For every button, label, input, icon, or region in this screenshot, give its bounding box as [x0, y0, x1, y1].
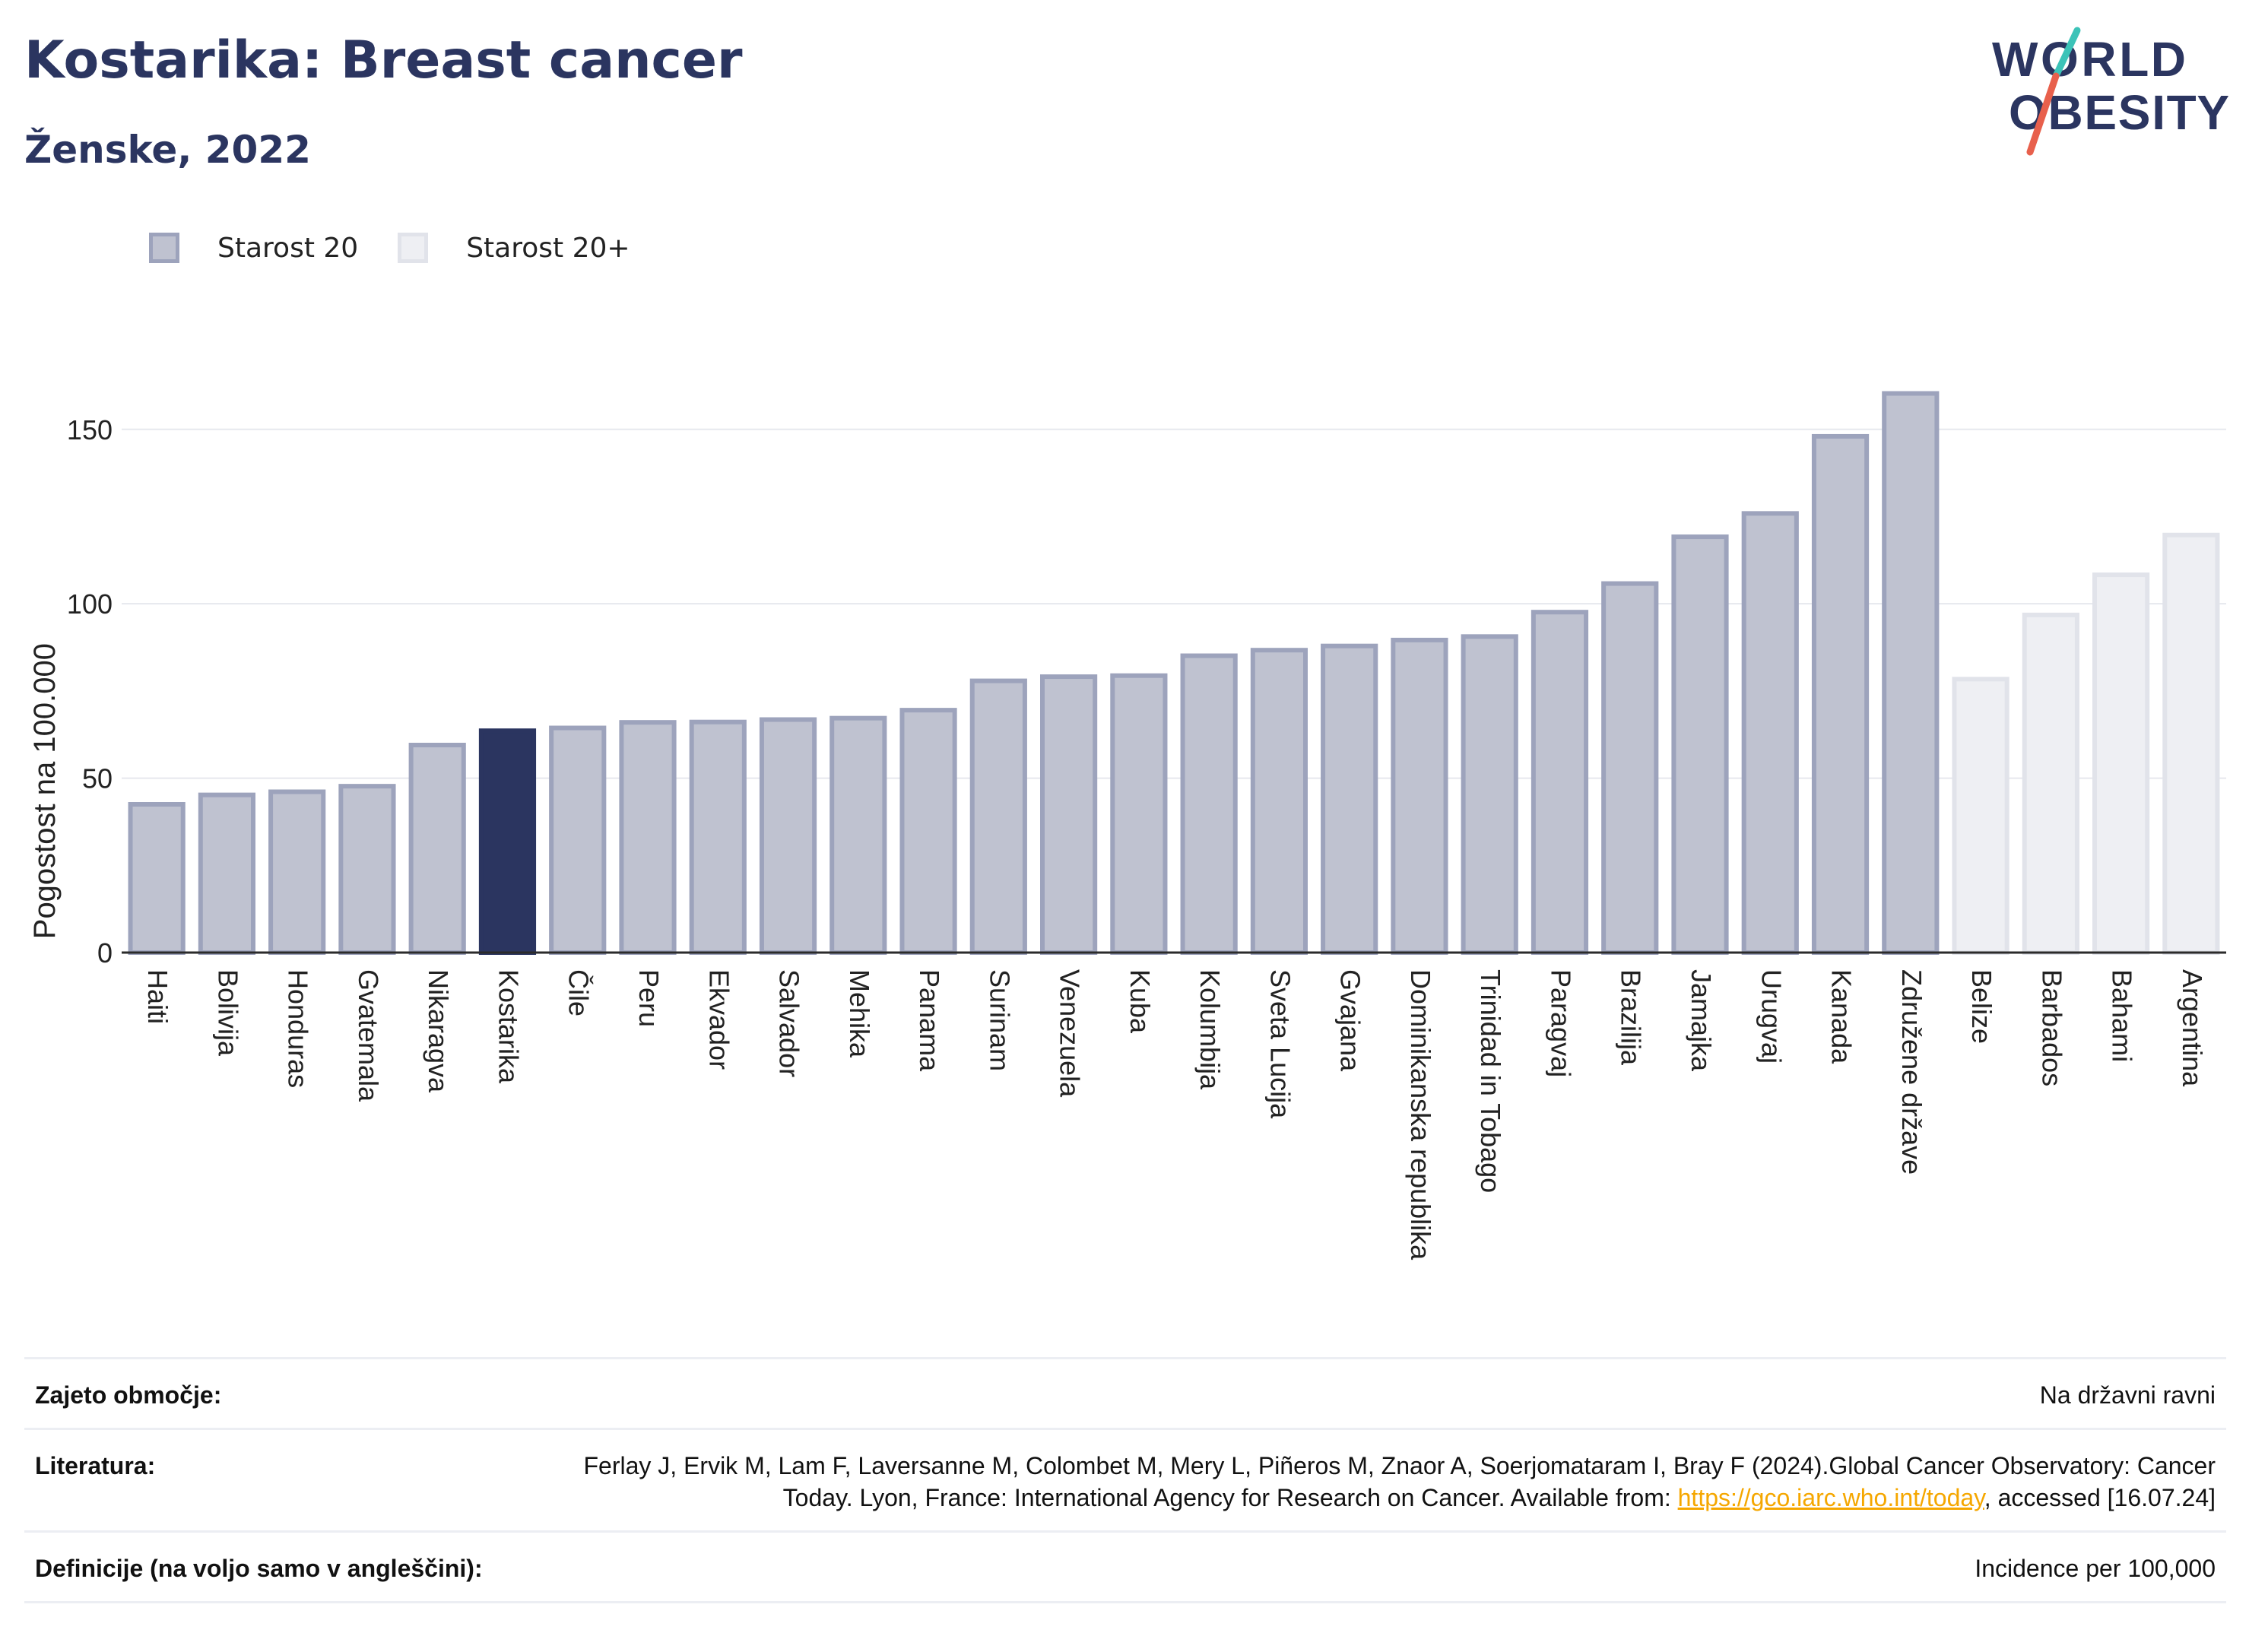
bar[interactable] [969, 678, 1027, 955]
x-tick-label: Gvajana [1335, 969, 1366, 1072]
x-tick-label: Ekvador [703, 969, 734, 1070]
x-tick-label: Jamajka [1686, 969, 1717, 1072]
bar[interactable] [1391, 637, 1448, 955]
x-tick-label: Kuba [1124, 969, 1156, 1034]
bar[interactable] [2162, 532, 2220, 956]
x-tick-label: Urugvaj [1756, 969, 1787, 1064]
bar[interactable] [1110, 673, 1168, 955]
bar[interactable] [1952, 677, 2010, 955]
y-tick-label: 0 [97, 937, 113, 969]
legend-label: Starost 20 [217, 232, 359, 264]
x-tick-label: Venezuela [1055, 969, 1086, 1098]
info-label: Zajeto območje: [35, 1381, 222, 1409]
bar[interactable] [1601, 581, 1659, 955]
x-tick-label: Panama [914, 969, 945, 1072]
info-table: Zajeto območje: Na državni ravni Literat… [24, 1357, 2226, 1603]
y-tick-label: 50 [82, 763, 113, 794]
bar[interactable] [1250, 648, 1308, 955]
bar[interactable] [899, 708, 957, 956]
x-tick-label: Bolivija [212, 969, 243, 1057]
x-tick-label: Surinam [984, 969, 1015, 1071]
x-tick-label: Barbados [2036, 969, 2067, 1086]
bars [128, 391, 2220, 956]
chart-legend: Starost 20 Starost 20+ [149, 225, 670, 271]
bar[interactable] [268, 789, 326, 956]
chart-title: Kostarika: Breast cancer [24, 30, 743, 90]
x-axis-labels: Haiti Bolivija Honduras Gvatemala Nikaragva K… [142, 969, 2208, 1260]
bar[interactable] [1882, 391, 1940, 956]
info-value: Ferlay J, Ervik M, Lam F, Laversanne M, … [543, 1450, 2216, 1514]
x-tick-label: Dominikanska republika [1405, 969, 1436, 1260]
bar[interactable] [829, 715, 887, 955]
bar[interactable] [759, 717, 817, 955]
x-tick-label: Kanada [1826, 969, 1857, 1064]
bar[interactable] [338, 784, 396, 955]
x-tick-label: Sveta Lucija [1264, 969, 1296, 1119]
bar[interactable] [128, 802, 186, 955]
reference-accessed: , accessed [16.07.24] [1984, 1484, 2216, 1511]
bar[interactable] [408, 743, 466, 955]
bar[interactable] [1040, 674, 1098, 955]
info-value: Incidence per 100,000 [1975, 1555, 2216, 1582]
y-axis-label: Pogostost na 100.000 [28, 643, 62, 939]
bar[interactable] [478, 728, 537, 955]
y-tick-label: 150 [67, 414, 113, 446]
x-tick-label: Haiti [142, 969, 173, 1024]
x-tick-label: Kolumbija [1194, 969, 1226, 1090]
info-label: Literatura: [35, 1452, 156, 1479]
x-tick-label: Paragvaj [1545, 969, 1576, 1077]
bar[interactable] [549, 725, 607, 955]
y-tick-label: 100 [67, 588, 113, 620]
reference-text: Ferlay J, Ervik M, Lam F, Laversanne M, … [583, 1452, 2216, 1511]
logo-red-stroke [2026, 72, 2060, 156]
bar[interactable] [2092, 572, 2150, 955]
bar[interactable] [198, 792, 255, 955]
bar[interactable] [619, 720, 677, 955]
x-tick-label: Čile [563, 969, 595, 1016]
bar[interactable] [1671, 534, 1729, 956]
bar[interactable] [689, 719, 747, 955]
info-row-reference: Literatura: Ferlay J, Ervik M, Lam F, La… [24, 1428, 2226, 1530]
bar[interactable] [1811, 433, 1870, 956]
grid-lines [122, 428, 2226, 779]
info-row-definitions: Definicije (na voljo samo v angleščini):… [24, 1530, 2226, 1603]
x-tick-label: Gvatemala [353, 969, 384, 1102]
x-tick-label: Argentina [2177, 969, 2208, 1087]
bar[interactable] [1741, 511, 1799, 955]
legend-item-starost-20-plus[interactable]: Starost 20+ [398, 233, 630, 264]
bar[interactable] [2022, 612, 2079, 955]
x-tick-label: Mehika [844, 969, 875, 1058]
x-tick-label: Belize [1966, 969, 1997, 1044]
x-tick-label: Brazilija [1616, 969, 1647, 1066]
x-tick-label: Honduras [283, 969, 314, 1088]
legend-swatch-primary [149, 233, 179, 263]
reference-link[interactable]: https://gco.iarc.who.int/today [1677, 1484, 1984, 1511]
logo-teal-stroke [2052, 27, 2081, 80]
bar[interactable] [1180, 653, 1238, 955]
x-tick-label: Nikaragva [423, 969, 454, 1093]
x-tick-label: Združene države [1896, 969, 1927, 1175]
legend-label: Starost 20+ [466, 232, 630, 264]
legend-item-starost-20[interactable]: Starost 20 [149, 233, 358, 264]
info-label: Definicije (na voljo samo v angleščini): [35, 1555, 483, 1582]
chart-subtitle: Ženske, 2022 [24, 128, 311, 172]
bar[interactable] [1461, 634, 1518, 955]
y-axis-ticks: 0 50 100 150 [67, 414, 113, 969]
x-tick-label: Trinidad in Tobago [1475, 969, 1506, 1193]
legend-swatch-secondary [398, 233, 429, 263]
x-tick-label: Bahami [2107, 969, 2138, 1062]
bar[interactable] [1321, 643, 1378, 955]
bar[interactable] [1531, 610, 1589, 955]
x-tick-label: Salvador [774, 969, 805, 1077]
info-value: Na državni ravni [2039, 1381, 2216, 1409]
world-obesity-logo: W O R L D O B E S I T Y [1992, 27, 2229, 156]
x-tick-label: Kostarika [493, 969, 524, 1084]
info-row-coverage: Zajeto območje: Na državni ravni [24, 1357, 2226, 1428]
bar-chart: 0 50 100 150 Haiti Bolivija Honduras Gvatemala… [28, 391, 2226, 1260]
x-tick-label: Peru [633, 969, 665, 1027]
logo-text-world: W O R L D [1992, 32, 2186, 87]
